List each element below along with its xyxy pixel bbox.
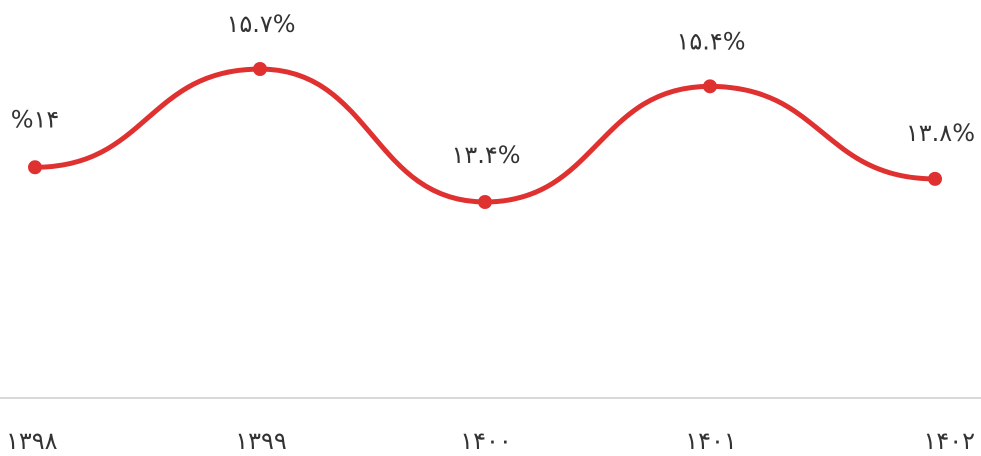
data-point-5 xyxy=(928,171,942,186)
data-labels: %۱۴ ۱۵.۷% ۱۳.۴% ۱۵.۴% ۱۳.۸% xyxy=(11,10,975,169)
data-point-2 xyxy=(253,62,267,76)
data-label-1: %۱۴ xyxy=(11,105,60,133)
data-point-4 xyxy=(703,79,717,94)
data-label-5: ۱۳.۸% xyxy=(906,119,975,147)
data-label-4: ۱۵.۴% xyxy=(676,27,745,55)
x-tick-labels: ۱۳۹۸ ۱۳۹۹ ۱۴۰۰ ۱۴۰۱ ۱۴۰۲ xyxy=(6,427,975,455)
x-tick-label-3: ۱۴۰۰ xyxy=(460,427,512,455)
data-points xyxy=(28,62,942,209)
x-tick-label-1: ۱۳۹۸ xyxy=(6,427,58,455)
data-label-3: ۱۳.۴% xyxy=(451,141,520,169)
data-point-1 xyxy=(28,160,42,175)
series-line xyxy=(32,66,938,205)
x-tick-label-2: ۱۳۹۹ xyxy=(235,427,287,455)
data-label-2: ۱۵.۷% xyxy=(226,10,295,38)
x-tick-label-5: ۱۴۰۲ xyxy=(923,427,975,455)
data-point-3 xyxy=(478,195,492,209)
x-tick-label-4: ۱۴۰۱ xyxy=(685,427,737,455)
